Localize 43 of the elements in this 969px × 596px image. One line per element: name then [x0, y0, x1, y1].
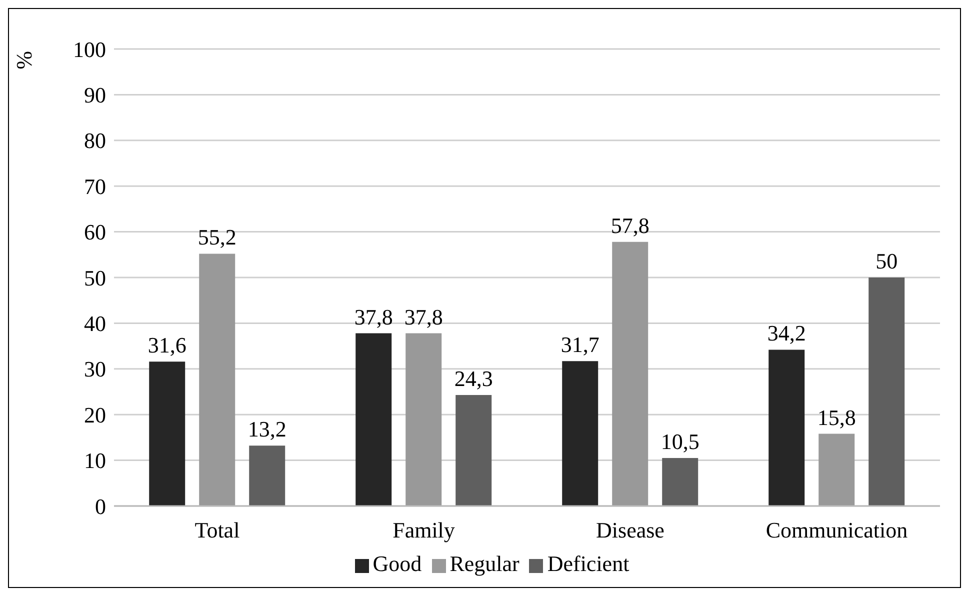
data-label: 10,5	[660, 429, 700, 454]
bar	[562, 361, 598, 506]
bar	[406, 333, 442, 506]
y-tick-label: 20	[84, 402, 106, 428]
y-axis-title: %	[12, 51, 36, 70]
x-tick-label: Total	[194, 518, 240, 543]
x-tick-label: Disease	[596, 518, 664, 543]
data-label: 34,2	[767, 320, 806, 346]
bar	[818, 434, 855, 506]
data-label: 37,8	[354, 304, 393, 330]
y-tick-label: 0	[95, 494, 106, 519]
bar	[612, 242, 648, 506]
y-tick-label: 10	[84, 448, 106, 474]
bar	[149, 362, 186, 506]
bar	[356, 333, 392, 506]
y-tick-label: 100	[73, 36, 106, 62]
y-tick-label: 50	[84, 265, 106, 290]
x-tick-label: Family	[392, 518, 455, 543]
y-tick-label: 80	[84, 128, 106, 154]
legend-label: Good	[372, 551, 422, 576]
data-label: 24,3	[454, 366, 493, 391]
bar	[199, 254, 236, 506]
legend-label: Deficient	[547, 551, 630, 576]
data-label: 15,8	[817, 404, 856, 430]
bar	[662, 458, 698, 506]
data-label: 50	[876, 248, 898, 274]
y-tick-label: 40	[84, 311, 106, 336]
data-label: 31,7	[560, 332, 600, 358]
legend-label: Regular	[450, 551, 520, 576]
data-label: 37,8	[404, 304, 443, 330]
bar	[456, 394, 492, 506]
bar	[868, 278, 905, 506]
y-tick-label: 30	[84, 356, 106, 382]
data-label: 13,2	[248, 416, 286, 442]
data-label: 57,8	[610, 212, 650, 238]
y-tick-label: 90	[84, 82, 106, 108]
data-label: 31,6	[148, 332, 186, 358]
data-label: 55,2	[198, 224, 236, 250]
bar	[249, 446, 286, 506]
bar	[768, 350, 805, 506]
y-tick-label: 70	[84, 174, 106, 199]
x-tick-label: Communication	[766, 518, 908, 543]
y-tick-label: 60	[84, 220, 106, 245]
